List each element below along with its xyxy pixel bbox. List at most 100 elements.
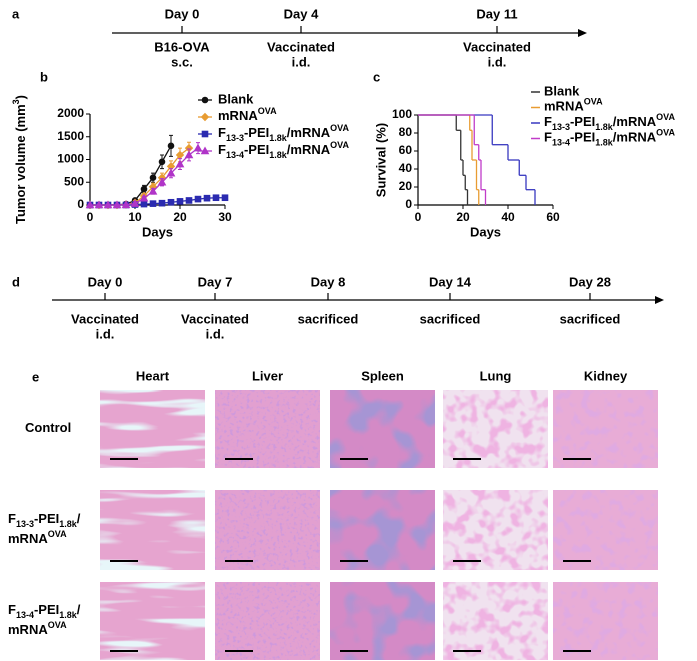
- y-tick-label: 0: [77, 197, 84, 211]
- text-part: OVA: [48, 620, 67, 630]
- row-label: F13-4-PEI1.8k/: [8, 602, 81, 620]
- marker: [103, 200, 113, 209]
- y-tick-label: 100: [392, 107, 412, 121]
- panel-letter: a: [12, 6, 20, 21]
- text-part: 1.8k: [269, 150, 288, 160]
- text-part: /mRNA: [287, 125, 331, 140]
- text-part: F: [544, 114, 552, 129]
- y-tick-label: 40: [399, 161, 413, 175]
- marker: [175, 159, 185, 168]
- marker: [185, 197, 193, 204]
- y-tick-label: 80: [399, 125, 413, 139]
- timeline-event: i.d.: [292, 54, 311, 69]
- text-part: 1.8k: [269, 133, 288, 143]
- histology-texture: [215, 390, 320, 468]
- legend-marker: [200, 146, 210, 155]
- marker: [149, 200, 157, 207]
- text-part: /mRNA: [287, 142, 331, 157]
- column-header: Lung: [480, 368, 512, 383]
- column-header: Liver: [252, 368, 283, 383]
- histology-texture: [553, 390, 658, 468]
- panel-letter: c: [373, 69, 380, 84]
- marker: [149, 174, 157, 181]
- histology-texture: [100, 490, 205, 570]
- timeline-day: Day 11: [476, 6, 517, 21]
- legend-label: mRNAOVA: [544, 97, 603, 114]
- histology-texture: [553, 582, 658, 660]
- text-part: 1.8k: [595, 138, 614, 148]
- row-label: Control: [25, 420, 71, 435]
- text-part: /mRNA: [613, 130, 657, 145]
- text-part: F: [218, 142, 226, 157]
- text-part: OVA: [48, 529, 67, 539]
- text-part: -PEI: [244, 142, 269, 157]
- text-part: OVA: [330, 123, 349, 133]
- text-part: -PEI: [570, 130, 595, 145]
- timeline-event: s.c.: [171, 54, 193, 69]
- x-tick-label: 30: [218, 210, 232, 224]
- timeline-event: sacrificed: [560, 311, 621, 326]
- legend-label: F13-4-PEI1.8k/mRNAOVA: [544, 128, 675, 148]
- text-part: -PEI: [244, 125, 269, 140]
- panel-letter: b: [40, 69, 48, 84]
- x-tick-label: 40: [501, 210, 515, 224]
- text-part: 1.8k: [595, 122, 614, 132]
- text-part: 13-3: [16, 519, 34, 529]
- text-part: Tumor volume (mm: [13, 104, 28, 224]
- histology-texture: [330, 490, 435, 570]
- histology-texture: [553, 490, 658, 570]
- text-part: F: [218, 125, 226, 140]
- histology-texture: [443, 390, 548, 468]
- timeline-day: Day 0: [165, 6, 200, 21]
- marker: [167, 142, 175, 150]
- text-part: OVA: [258, 106, 277, 116]
- marker: [212, 194, 220, 202]
- timeline-event: B16-OVA: [154, 39, 210, 54]
- histology-texture: [330, 390, 435, 468]
- x-tick-label: 20: [173, 210, 187, 224]
- text-part: F: [544, 130, 552, 145]
- x-tick-label: 20: [456, 210, 470, 224]
- y-axis-title: Tumor volume (mm3): [11, 95, 28, 224]
- marker: [85, 200, 95, 209]
- y-tick-label: 20: [399, 179, 413, 193]
- text-part: 13-3: [226, 133, 244, 143]
- histology-texture: [215, 490, 320, 570]
- text-part: 3: [11, 99, 21, 104]
- text-part: 13-4: [552, 138, 570, 148]
- timeline-event: i.d.: [96, 326, 115, 341]
- marker: [221, 194, 229, 202]
- marker: [139, 193, 149, 202]
- text-part: -PEI: [570, 114, 595, 129]
- marker: [121, 200, 131, 209]
- timeline-event: Vaccinated: [71, 311, 139, 326]
- timeline-event: Vaccinated: [181, 311, 249, 326]
- column-header: Spleen: [361, 368, 404, 383]
- text-part: OVA: [584, 97, 603, 107]
- x-tick-label: 0: [415, 210, 422, 224]
- y-tick-label: 60: [399, 143, 413, 157]
- legend-label: Blank: [218, 91, 254, 106]
- x-tick-label: 10: [128, 210, 142, 224]
- timeline-day: Day 4: [284, 6, 319, 21]
- legend-marker: [201, 130, 209, 138]
- histology-texture: [215, 582, 320, 660]
- timeline-event: i.d.: [206, 326, 225, 341]
- text-part: 13-4: [16, 610, 34, 620]
- marker: [184, 150, 194, 159]
- text-part: ): [13, 95, 28, 99]
- timeline-arrowhead: [655, 296, 664, 304]
- timeline-arrowhead: [578, 29, 587, 37]
- marker: [130, 199, 140, 207]
- text-part: F: [8, 602, 16, 617]
- legend-label: Blank: [544, 83, 580, 98]
- marker: [112, 200, 122, 209]
- marker: [193, 143, 203, 152]
- marker: [140, 185, 148, 193]
- histology-texture: [330, 582, 435, 660]
- histology-texture: [100, 582, 205, 660]
- marker: [158, 199, 166, 207]
- text-part: 1.8k: [59, 519, 78, 529]
- text-part: OVA: [330, 140, 349, 150]
